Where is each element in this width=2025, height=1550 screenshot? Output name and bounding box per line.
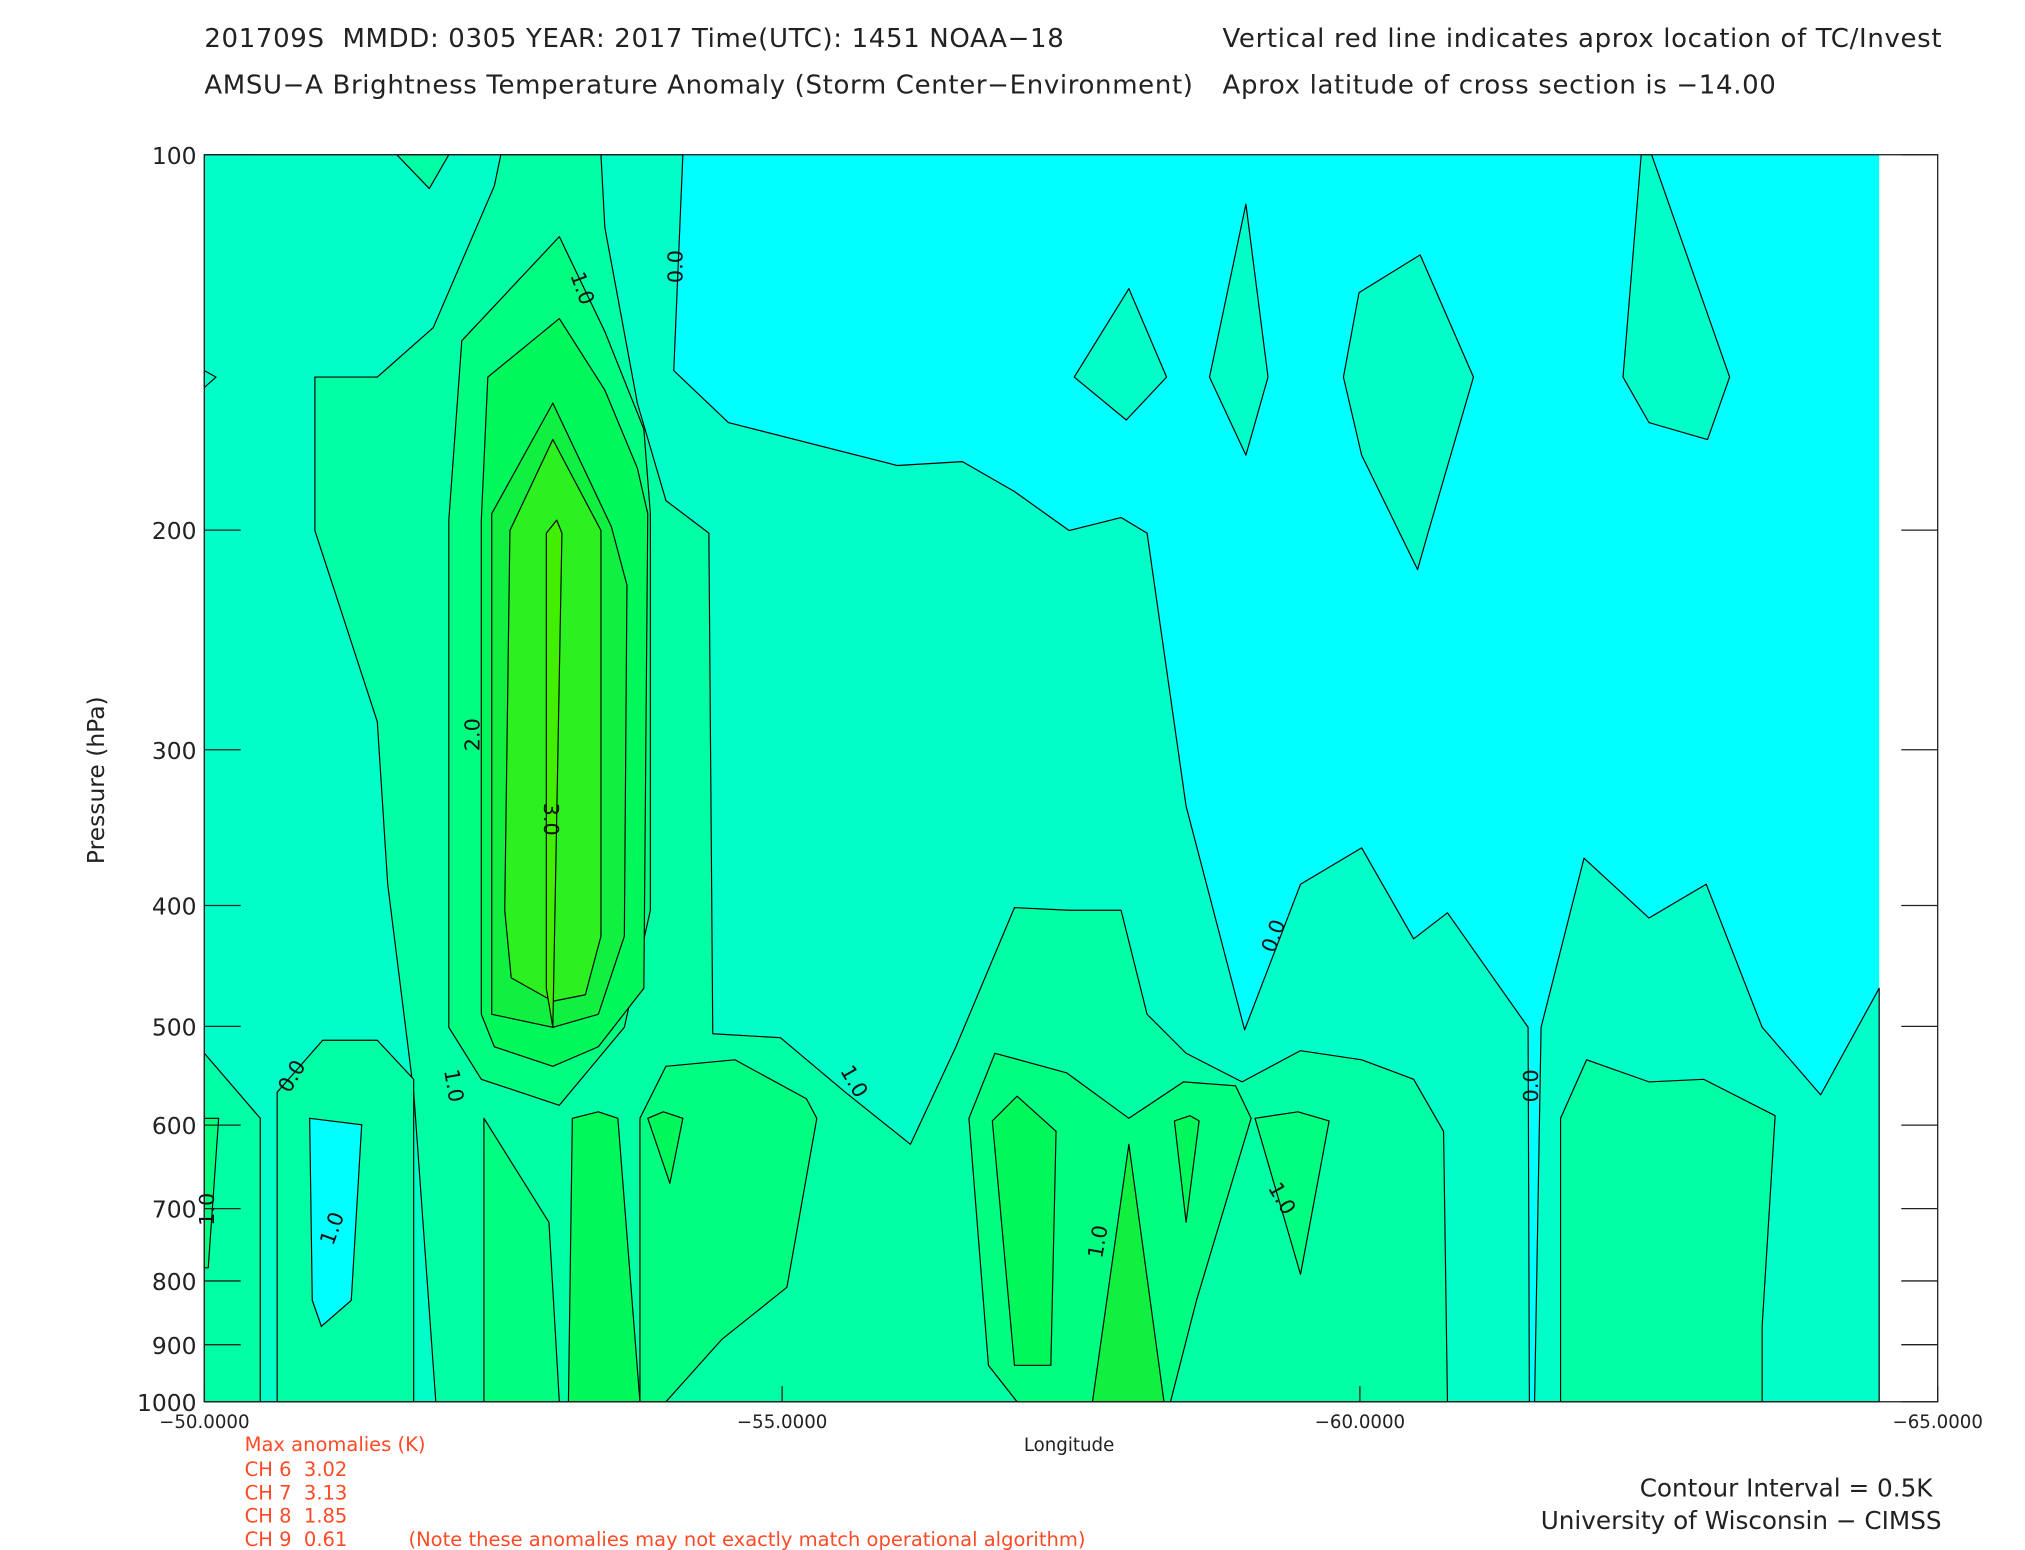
plot-frame — [203, 154, 1939, 1403]
anomaly-entry: CH 9 0.61 — [245, 1528, 348, 1550]
y-tick-label: 400 — [152, 893, 197, 921]
y-tick-label: 600 — [152, 1112, 197, 1140]
contour-label: 1.0 — [195, 1193, 219, 1226]
credit: University of Wisconsin − CIMSS — [1541, 1506, 1942, 1535]
contour-region — [545, 519, 563, 1028]
y-tick-label: 1000 — [137, 1389, 197, 1417]
anomaly-entry: CH 7 3.13 — [245, 1481, 348, 1504]
axes: 100 200 300 400 500 600 700 800 900 1000−50.0000 −… — [137, 142, 1983, 1433]
anomaly-entry: CH 6 3.02 — [245, 1458, 348, 1481]
x-tick-label: −65.0000 — [1892, 1412, 1982, 1433]
contour-region-below — [309, 1117, 363, 1328]
contour-label: 0.0 — [663, 250, 687, 283]
contour-region — [1073, 288, 1168, 421]
header-left-2: AMSU−A Brightness Temperature Anomaly (S… — [204, 71, 1193, 101]
contour-label: 1.0 — [439, 1067, 468, 1104]
contour-field: 1.00.02.03.00.0 1.0 1.01.00.01.01.00.01.0 — [195, 154, 1880, 1403]
contour-region — [647, 1111, 684, 1184]
contour-region — [1208, 203, 1269, 456]
contour-region — [1560, 1059, 1776, 1403]
contour-region — [1342, 254, 1475, 571]
contour-region — [991, 1095, 1057, 1366]
y-tick-label: 700 — [152, 1196, 197, 1224]
header-left-1: 201709S MMDD: 0305 YEAR: 2017 Time(UTC):… — [204, 24, 1064, 54]
anomaly-note: (Note these anomalies may not exactly ma… — [408, 1528, 1085, 1550]
contour-region — [1173, 1115, 1200, 1223]
y-tick-label: 100 — [152, 142, 197, 170]
contour-label: 1.0 — [1083, 1223, 1112, 1260]
contour-region — [567, 1111, 641, 1403]
contour-interval: Contour Interval = 0.5K — [1640, 1474, 1934, 1503]
contour-region — [1254, 1111, 1330, 1275]
anomaly-entry: CH 8 1.85 — [245, 1505, 348, 1528]
x-tick-label: −50.0000 — [159, 1412, 249, 1433]
contour-label: 3.0 — [539, 803, 563, 836]
y-axis-label: Pressure (hPa) — [82, 696, 110, 864]
x-tick-label: −55.0000 — [737, 1412, 827, 1433]
y-tick-label: 200 — [152, 517, 197, 545]
y-tick-label: 300 — [152, 737, 197, 765]
contour-label: 2.0 — [461, 718, 485, 751]
header-right-2: Aprox latitude of cross section is −14.0… — [1223, 71, 1777, 101]
x-axis-label: Longitude — [1024, 1435, 1114, 1456]
y-tick-label: 800 — [152, 1268, 197, 1296]
y-tick-label: 500 — [152, 1013, 197, 1041]
header-right-1: Vertical red line indicates aprox locati… — [1223, 24, 1943, 54]
contour-label: 0.0 — [1519, 1069, 1543, 1102]
y-tick-label: 900 — [152, 1332, 197, 1360]
x-tick-label: −60.0000 — [1315, 1412, 1405, 1433]
anomalies-title: Max anomalies (K) — [245, 1433, 426, 1456]
